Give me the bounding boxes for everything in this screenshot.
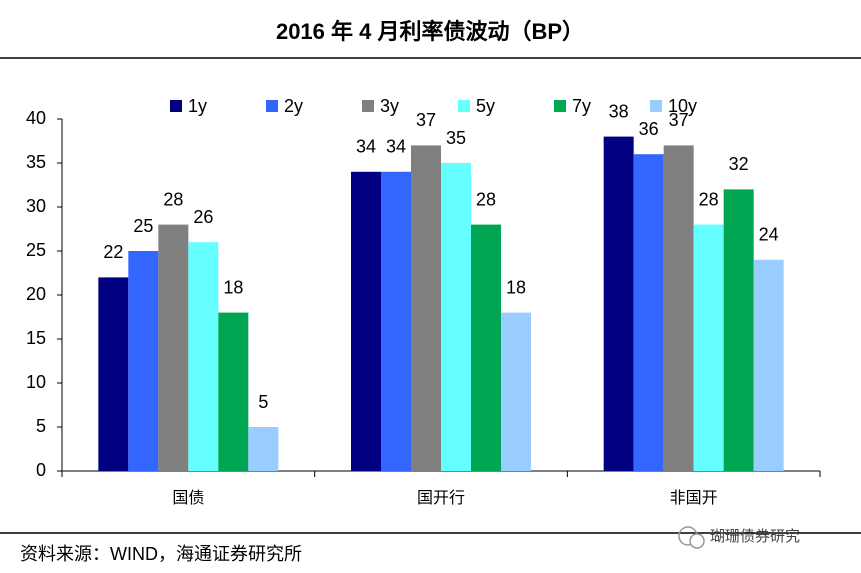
value-label: 35 bbox=[446, 128, 466, 148]
legend-swatch bbox=[170, 100, 182, 112]
bar bbox=[98, 277, 129, 471]
legend-swatch bbox=[362, 100, 374, 112]
value-label: 18 bbox=[506, 277, 526, 297]
bar bbox=[723, 189, 754, 471]
value-label: 5 bbox=[258, 392, 268, 412]
value-label: 38 bbox=[609, 101, 629, 121]
value-label: 28 bbox=[699, 189, 719, 209]
value-label: 18 bbox=[223, 277, 243, 297]
bar bbox=[603, 136, 634, 471]
y-tick-label: 0 bbox=[36, 460, 46, 480]
legend-swatch bbox=[554, 100, 566, 112]
bar bbox=[188, 242, 219, 471]
value-label: 34 bbox=[356, 137, 376, 157]
source-note: 资料来源：WIND，海通证券研究所 bbox=[20, 544, 302, 564]
y-tick-label: 15 bbox=[26, 328, 46, 348]
value-label: 34 bbox=[386, 137, 406, 157]
watermark: 瑚珊债券研究 bbox=[710, 528, 800, 545]
bar bbox=[128, 251, 159, 471]
value-label: 22 bbox=[103, 242, 123, 262]
y-tick-label: 5 bbox=[36, 416, 46, 436]
x-tick-label: 非国开 bbox=[670, 489, 718, 507]
watermark-icon bbox=[689, 533, 705, 549]
legend-swatch bbox=[650, 100, 662, 112]
bar bbox=[441, 163, 471, 471]
bar bbox=[248, 427, 279, 471]
bar bbox=[411, 145, 441, 471]
value-label: 37 bbox=[416, 110, 436, 130]
value-label: 26 bbox=[193, 207, 213, 227]
bar bbox=[753, 259, 784, 471]
legend-label: 7y bbox=[572, 96, 591, 116]
value-label: 32 bbox=[729, 154, 749, 174]
bar bbox=[351, 171, 381, 472]
y-tick-label: 35 bbox=[26, 152, 46, 172]
value-label: 28 bbox=[476, 189, 496, 209]
bar bbox=[663, 145, 694, 471]
bar bbox=[633, 154, 664, 471]
legend-label: 1y bbox=[188, 96, 207, 116]
bar bbox=[158, 224, 189, 471]
x-tick-label: 国债 bbox=[172, 489, 204, 507]
x-tick-label: 国开行 bbox=[417, 489, 465, 507]
bar bbox=[501, 312, 531, 471]
legend-label: 3y bbox=[380, 96, 399, 116]
legend-label: 2y bbox=[284, 96, 303, 116]
y-tick-label: 20 bbox=[26, 284, 46, 304]
value-label: 36 bbox=[639, 119, 659, 139]
bar bbox=[693, 224, 724, 471]
legend-swatch bbox=[458, 100, 470, 112]
y-tick-label: 25 bbox=[26, 240, 46, 260]
y-tick-label: 10 bbox=[26, 372, 46, 392]
legend-label: 10y bbox=[668, 96, 697, 116]
bar bbox=[471, 224, 501, 471]
value-label: 28 bbox=[163, 189, 183, 209]
value-label: 25 bbox=[133, 216, 153, 236]
value-label: 24 bbox=[759, 225, 779, 245]
y-tick-label: 30 bbox=[26, 196, 46, 216]
value-label: 37 bbox=[669, 110, 689, 130]
chart-title: 2016 年 4 月利率债波动（BP） bbox=[276, 19, 584, 44]
y-tick-label: 40 bbox=[26, 108, 46, 128]
legend-swatch bbox=[266, 100, 278, 112]
bar bbox=[381, 171, 411, 472]
bar bbox=[218, 312, 249, 471]
legend-label: 5y bbox=[476, 96, 495, 116]
